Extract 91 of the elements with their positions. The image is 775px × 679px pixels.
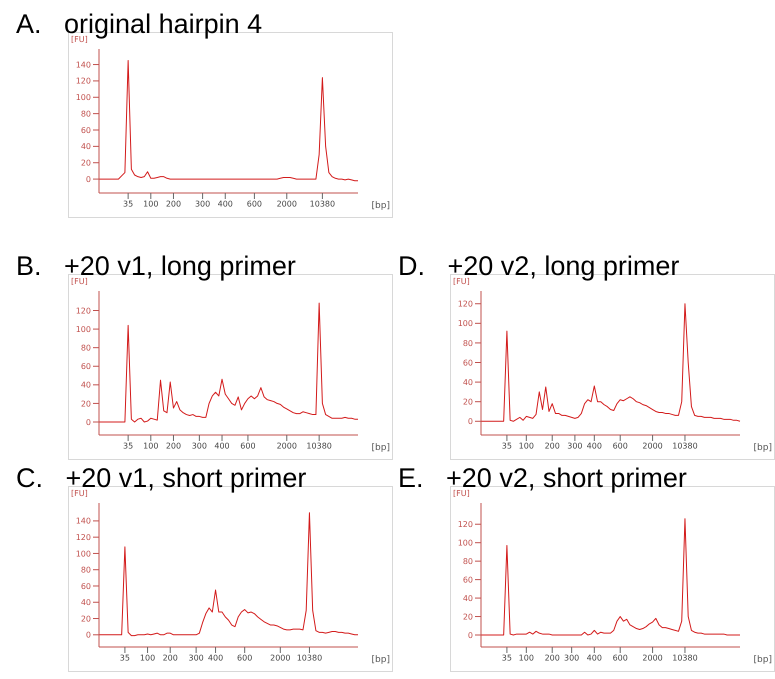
x-tick-label: 300 (194, 200, 210, 209)
x-tick-label: 10380 (296, 654, 322, 663)
x-tick-label: 2000 (642, 654, 663, 663)
x-tick-label: 100 (518, 654, 534, 663)
y-tick-label: 80 (462, 556, 473, 566)
x-axis-title: [bp] (754, 655, 772, 665)
y-tick-label: 100 (76, 324, 91, 334)
x-tick-label: 400 (586, 654, 602, 663)
x-tick-label: 100 (518, 442, 534, 451)
y-tick-label: 80 (80, 566, 91, 575)
y-tick-label: 120 (76, 306, 91, 316)
x-tick-label: 10380 (672, 654, 698, 663)
x-tick-label: 100 (140, 654, 156, 663)
x-tick-label: 600 (612, 442, 628, 451)
x-tick-label: 400 (218, 200, 233, 209)
x-tick-label: 600 (612, 654, 628, 663)
y-tick-label: 140 (76, 516, 91, 526)
y-tick-label: 0 (468, 417, 473, 426)
y-tick-label: 140 (76, 60, 91, 70)
y-tick-label: 100 (458, 319, 473, 328)
line-series (480, 303, 740, 422)
x-tick-label: 35 (502, 654, 512, 663)
y-tick-label: 0 (468, 630, 473, 640)
y-tick-label: 20 (462, 398, 473, 407)
x-tick-label: 35 (123, 200, 134, 209)
x-axis-title: [bp] (754, 443, 772, 453)
x-tick-label: 2000 (276, 442, 297, 451)
x-tick-label: 35 (502, 442, 512, 451)
x-axis-title: [bp] (372, 655, 390, 665)
x-tick-label: 2000 (276, 200, 297, 209)
y-tick-label: 20 (80, 399, 91, 408)
y-tick-label: 20 (80, 614, 91, 624)
y-tick-label: 120 (458, 520, 473, 530)
y-tick-label: 100 (76, 549, 91, 558)
x-tick-label: 600 (240, 442, 256, 451)
x-tick-label: 600 (237, 654, 252, 663)
y-tick-label: 60 (462, 575, 473, 584)
y-tick-label: 40 (80, 598, 91, 608)
y-tick-label: 20 (80, 158, 91, 168)
x-tick-label: 200 (544, 654, 560, 663)
y-tick-label: 20 (462, 612, 473, 622)
x-tick-label: 200 (166, 200, 182, 209)
x-tick-label: 600 (246, 200, 262, 209)
y-tick-label: 40 (462, 594, 473, 603)
line-series (480, 518, 740, 636)
x-tick-label: 100 (143, 200, 158, 209)
line-series (98, 302, 358, 422)
x-tick-label: 200 (544, 442, 560, 451)
x-tick-label: 100 (143, 442, 158, 451)
x-tick-label: 10380 (310, 200, 336, 209)
x-tick-label: 300 (188, 654, 204, 663)
x-axis-title: [bp] (372, 201, 390, 211)
x-tick-label: 300 (567, 442, 583, 451)
y-tick-label: 0 (86, 630, 91, 640)
y-tick-label: 60 (80, 362, 91, 372)
line-series (98, 512, 358, 636)
y-axis-title: [FU] (71, 277, 88, 286)
x-tick-label: 10380 (306, 442, 332, 451)
y-tick-label: 80 (462, 338, 473, 348)
y-tick-label: 60 (462, 358, 473, 368)
y-tick-label: 80 (80, 344, 91, 353)
x-tick-label: 400 (214, 442, 230, 451)
x-tick-label: 200 (166, 442, 182, 451)
y-tick-label: 120 (76, 533, 91, 542)
x-tick-label: 300 (192, 442, 208, 451)
x-tick-label: 2000 (270, 654, 290, 663)
y-tick-label: 40 (80, 380, 91, 390)
x-tick-label: 35 (120, 654, 130, 663)
x-tick-label: 400 (586, 442, 602, 451)
x-tick-label: 2000 (642, 442, 663, 451)
y-tick-label: 0 (86, 418, 91, 427)
y-tick-label: 0 (86, 174, 91, 184)
y-tick-label: 100 (76, 93, 91, 102)
y-tick-label: 40 (80, 142, 91, 152)
x-axis-title: [bp] (372, 443, 390, 453)
y-tick-label: 60 (80, 126, 91, 135)
y-axis-title: [FU] (71, 489, 88, 498)
y-tick-label: 40 (462, 378, 473, 387)
x-tick-label: 400 (208, 654, 224, 663)
y-tick-label: 80 (80, 109, 91, 118)
x-tick-label: 300 (564, 654, 580, 663)
y-axis-title: [FU] (453, 489, 470, 498)
x-tick-label: 200 (162, 654, 178, 663)
y-tick-label: 60 (80, 582, 91, 591)
x-tick-label: 10380 (672, 442, 698, 451)
y-tick-label: 120 (458, 300, 473, 309)
line-series (98, 60, 358, 182)
y-tick-label: 100 (458, 538, 473, 548)
x-tick-label: 35 (123, 442, 134, 451)
y-tick-label: 120 (76, 76, 91, 86)
y-axis-title: [FU] (453, 277, 470, 286)
